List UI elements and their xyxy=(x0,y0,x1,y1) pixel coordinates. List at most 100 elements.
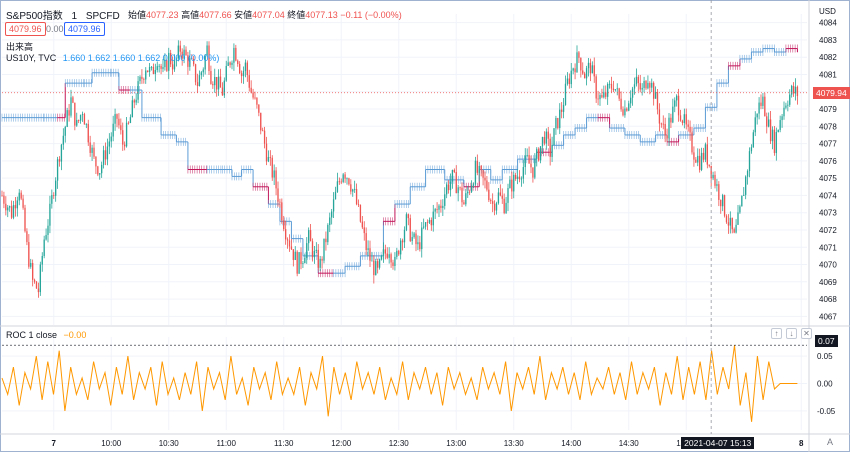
price-tick-label: 4067 xyxy=(819,312,837,321)
candle-body xyxy=(18,192,20,201)
candle-body xyxy=(30,262,32,267)
candle-body xyxy=(91,147,93,153)
candle-body xyxy=(51,195,53,204)
candle-body xyxy=(457,187,459,194)
candle-body xyxy=(284,229,287,240)
candle-body xyxy=(789,94,791,105)
candle-body xyxy=(26,231,28,243)
candle-body xyxy=(465,193,467,205)
candle-body xyxy=(394,256,396,266)
volume-legend[interactable]: 出来高 xyxy=(6,42,34,52)
time-tick-label: 13:00 xyxy=(446,439,467,448)
candle-body xyxy=(576,52,578,73)
time-tick-label: 11:30 xyxy=(274,439,294,448)
candle-body xyxy=(279,201,281,203)
candle-body xyxy=(70,97,72,116)
candle-body xyxy=(325,238,327,243)
candle-body xyxy=(371,260,373,262)
candle-body xyxy=(254,97,256,99)
candle-body xyxy=(164,60,166,68)
candle-body xyxy=(242,70,245,77)
pane-close-button[interactable]: ✕ xyxy=(801,328,812,339)
candle-body xyxy=(346,178,348,180)
candle-body xyxy=(608,83,611,85)
candle-body xyxy=(300,252,302,264)
candle-body xyxy=(196,82,199,87)
candle-body xyxy=(739,206,741,213)
candle-body xyxy=(516,176,519,179)
pane-down-button[interactable]: ↓ xyxy=(786,328,797,339)
candle-body xyxy=(731,217,733,230)
candle-body xyxy=(559,109,561,129)
candle-body xyxy=(447,184,450,191)
candle-body xyxy=(60,144,63,162)
candle-body xyxy=(344,174,346,179)
candle-body xyxy=(484,177,486,181)
candle-body xyxy=(463,202,465,205)
candle-body xyxy=(129,117,132,123)
candle-body xyxy=(783,107,785,117)
candle-body xyxy=(158,65,160,67)
candle-body xyxy=(589,62,592,74)
candle-body xyxy=(309,230,312,242)
auto-scale-button[interactable]: A xyxy=(827,437,834,447)
candle-body xyxy=(392,262,394,266)
candle-body xyxy=(171,64,174,70)
candle-body xyxy=(635,76,638,85)
candle-body xyxy=(332,199,335,212)
candle-body xyxy=(645,80,647,89)
candle-body xyxy=(120,125,122,131)
candle-body xyxy=(204,55,206,70)
candle-body xyxy=(522,167,525,179)
candle-body xyxy=(273,170,275,178)
candle-body xyxy=(127,122,130,124)
candle-body xyxy=(760,102,762,106)
bid-price-box[interactable]: 4079.96 xyxy=(5,22,46,36)
candle-body xyxy=(231,62,233,65)
candle-body xyxy=(66,110,68,127)
candle-body xyxy=(631,88,634,98)
candle-body xyxy=(616,88,618,90)
candle-body xyxy=(691,132,693,153)
candle-body xyxy=(135,99,137,103)
candle-body xyxy=(373,260,375,276)
candle-body xyxy=(102,150,105,165)
candle-body xyxy=(221,87,224,96)
candle-body xyxy=(8,206,11,208)
candle-body xyxy=(434,209,436,212)
candle-body xyxy=(189,58,191,67)
candle-body xyxy=(116,114,118,119)
candle-body xyxy=(302,263,304,264)
candle-body xyxy=(396,250,398,257)
candle-body xyxy=(710,165,712,179)
compare-legend[interactable]: US10Y, TVC 1.660 1.662 1.660 1.662 0.000… xyxy=(6,53,220,63)
candle-body xyxy=(275,170,277,189)
candle-body xyxy=(752,132,755,148)
candle-body xyxy=(582,70,584,74)
candle-body xyxy=(214,76,216,86)
time-tick-label: 7 xyxy=(52,439,57,448)
candle-body xyxy=(432,211,434,226)
candle-body xyxy=(41,255,43,265)
legend-symbol[interactable]: S&P500指数 1 SPCFD xyxy=(6,11,120,22)
candle-body xyxy=(148,67,151,72)
candle-body xyxy=(173,60,176,70)
time-tick-label: 10:30 xyxy=(159,439,180,448)
price-tick-label: 4074 xyxy=(819,191,837,200)
candle-body xyxy=(378,259,381,268)
candle-body xyxy=(706,144,709,165)
candle-body xyxy=(605,92,607,97)
candle-body xyxy=(660,123,663,125)
roc-legend[interactable]: ROC 1 close −0.00 xyxy=(6,330,87,340)
price-tick-label: 4081 xyxy=(819,70,837,79)
candle-body xyxy=(72,97,74,103)
pane-up-button[interactable]: ↑ xyxy=(771,328,782,339)
candle-body xyxy=(313,250,316,258)
candle-body xyxy=(288,240,291,247)
ask-price-box[interactable]: 4079.96 xyxy=(64,22,105,36)
candle-body xyxy=(212,83,214,86)
candle-body xyxy=(139,76,141,82)
candle-body xyxy=(501,195,503,199)
candle-body xyxy=(670,117,672,123)
